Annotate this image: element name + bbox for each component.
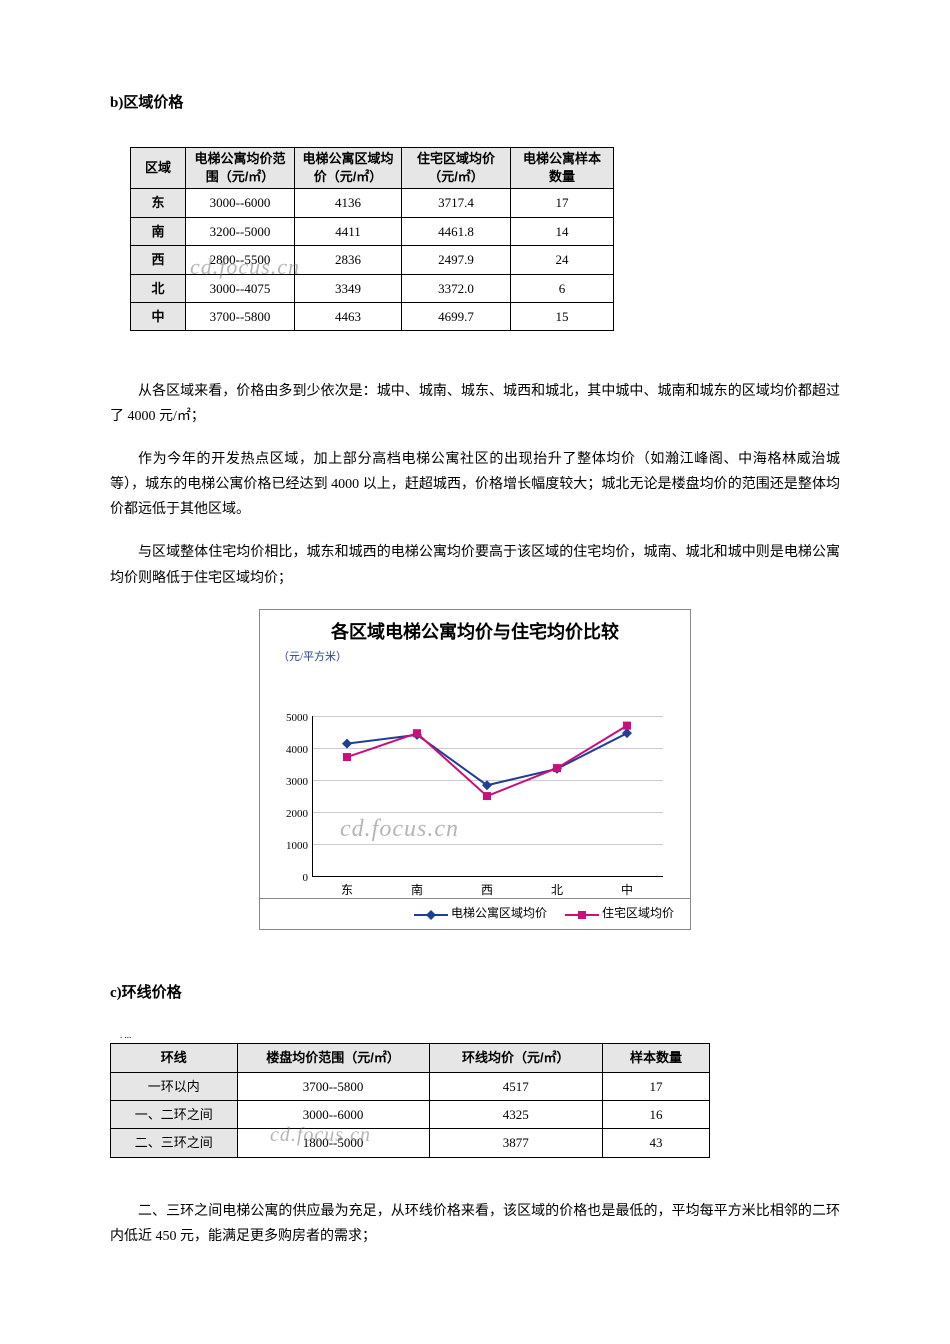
tbl2-h2: 环线均价（元/㎡）	[429, 1044, 602, 1072]
table-cell: 4136	[295, 189, 402, 217]
tbl1-h3: 住宅区域均价（元/㎡）	[402, 148, 511, 189]
tbl1-h2: 电梯公寓区域均价（元/㎡）	[295, 148, 402, 189]
table-row: 二、三环之间1800--5000387743	[111, 1129, 710, 1157]
table-row: 西2800--550028362497.924	[131, 246, 614, 274]
table-cell: 2800--5500	[186, 246, 295, 274]
table-row: 一环以内3700--5800451717	[111, 1072, 710, 1100]
table-cell: 3349	[295, 274, 402, 302]
table-cell: 3000--6000	[237, 1101, 429, 1129]
table-cell: 3700--5800	[186, 302, 295, 330]
legend-item: 住宅区域均价	[565, 903, 674, 925]
region-price-table: 区域 电梯公寓均价范围（元/㎡） 电梯公寓区域均价（元/㎡） 住宅区域均价（元/…	[130, 147, 614, 331]
table-row: 一、二环之间3000--6000432516	[111, 1101, 710, 1129]
tbl2-h3: 样本数量	[602, 1044, 709, 1072]
table-row: 东3000--600041363717.417	[131, 189, 614, 217]
table-cell: 16	[602, 1101, 709, 1129]
table-cell: 3200--5000	[186, 217, 295, 245]
table-cell: 6	[511, 274, 614, 302]
region-price-table-wrap: 区域 电梯公寓均价范围（元/㎡） 电梯公寓区域均价（元/㎡） 住宅区域均价（元/…	[110, 137, 614, 351]
section-b-para2: 作为今年的开发热点区域，加上部分高档电梯公寓社区的出现抬升了整体均价（如瀚江峰阁…	[110, 447, 840, 523]
section-b-para3: 与区域整体住宅均价相比，城东和城西的电梯公寓均价要高于该区域的住宅均价，城南、城…	[110, 540, 840, 590]
table-cell: 4517	[429, 1072, 602, 1100]
table-cell: 2497.9	[402, 246, 511, 274]
table-cell: 3717.4	[402, 189, 511, 217]
ring-price-table-wrap: 环线 楼盘均价范围（元/㎡） 环线均价（元/㎡） 样本数量 一环以内3700--…	[110, 1039, 710, 1172]
table-cell: 中	[131, 302, 186, 330]
table-cell: 3372.0	[402, 274, 511, 302]
table-cell: 3000--4075	[186, 274, 295, 302]
table-cell: 西	[131, 246, 186, 274]
table-cell: 4325	[429, 1101, 602, 1129]
table-cell: 2836	[295, 246, 402, 274]
table-cell: 北	[131, 274, 186, 302]
chart-container: 各区域电梯公寓均价与住宅均价比较 （元/平方米） cd.focus.cn 010…	[110, 609, 840, 930]
table-cell: 1800--5000	[237, 1129, 429, 1157]
table-row: 北3000--407533493372.06	[131, 274, 614, 302]
section-b-para1: 从各区域来看，价格由多到少依次是：城中、城南、城东、城西和城北，其中城中、城南和…	[110, 379, 840, 429]
chart-legend: 电梯公寓区域均价 住宅区域均价	[260, 898, 690, 929]
table-cell: 24	[511, 246, 614, 274]
table-cell: 南	[131, 217, 186, 245]
table-cell: 43	[602, 1129, 709, 1157]
table-cell: 14	[511, 217, 614, 245]
table-cell: 17	[602, 1072, 709, 1100]
table-cell: 3877	[429, 1129, 602, 1157]
table-cell: 4461.8	[402, 217, 511, 245]
table-cell: 4699.7	[402, 302, 511, 330]
section-c-title: c)环线价格	[110, 980, 840, 1007]
tbl1-h0: 区域	[131, 148, 186, 189]
tbl2-h0: 环线	[111, 1044, 238, 1072]
table-cell: 二、三环之间	[111, 1129, 238, 1157]
table-cell: 一环以内	[111, 1072, 238, 1100]
tbl1-h4: 电梯公寓样本数量	[511, 148, 614, 189]
chart-title: 各区域电梯公寓均价与住宅均价比较	[260, 616, 690, 648]
table-row: 中3700--580044634699.715	[131, 302, 614, 330]
table-cell: 东	[131, 189, 186, 217]
section-c-para1: 二、三环之间电梯公寓的供应最为充足，从环线价格来看，该区域的价格也是最低的，平均…	[110, 1199, 840, 1249]
legend-item: 电梯公寓区域均价	[414, 903, 547, 925]
table-cell: 4463	[295, 302, 402, 330]
ring-price-table: 环线 楼盘均价范围（元/㎡） 环线均价（元/㎡） 样本数量 一环以内3700--…	[110, 1043, 710, 1158]
table-row: 南3200--500044114461.814	[131, 217, 614, 245]
tbl1-h1: 电梯公寓均价范围（元/㎡）	[186, 148, 295, 189]
tbl2-h1: 楼盘均价范围（元/㎡）	[237, 1044, 429, 1072]
table-cell: 4411	[295, 217, 402, 245]
section-b-title: b)区域价格	[110, 90, 840, 117]
table-cell: 15	[511, 302, 614, 330]
table-cell: 一、二环之间	[111, 1101, 238, 1129]
table-cell: 17	[511, 189, 614, 217]
table-cell: 3700--5800	[237, 1072, 429, 1100]
table-cell: 3000--6000	[186, 189, 295, 217]
chart-ylabel: （元/平方米）	[278, 648, 690, 668]
comparison-chart: 各区域电梯公寓均价与住宅均价比较 （元/平方米） cd.focus.cn 010…	[259, 609, 691, 930]
chart-svg	[260, 668, 672, 886]
